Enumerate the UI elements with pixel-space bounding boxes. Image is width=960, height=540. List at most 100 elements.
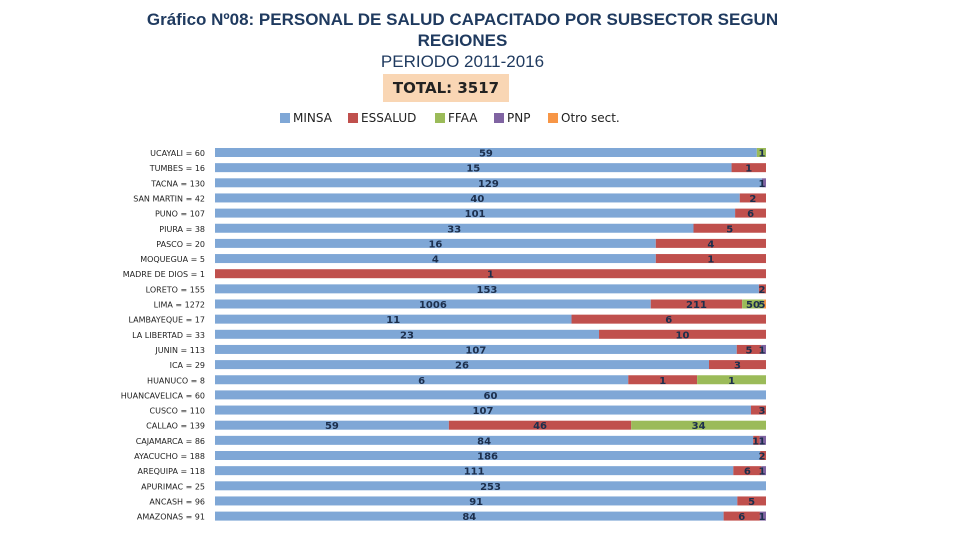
data-label-essalud: 2 (749, 194, 756, 205)
legend-label-minsa: MINSA (293, 111, 333, 125)
data-label-pnp: 1 (759, 179, 766, 190)
data-label-minsa: 91 (469, 497, 483, 508)
data-label-essalud: 5 (726, 224, 733, 235)
bar-segment-pnp (761, 178, 766, 188)
bar-segment-pnp (761, 344, 766, 354)
data-label-essalud: 2 (759, 285, 766, 296)
chart-title-line2: REGIONES (417, 31, 508, 50)
bar-segment-minsa (215, 299, 651, 309)
bar-segment-essalud (739, 193, 766, 203)
data-label-essalud: 6 (665, 315, 672, 326)
category-label: MADRE DE DIOS = 1 (123, 270, 205, 279)
bar-segment-essalud (760, 451, 766, 460)
data-label-pnp: 1 (759, 436, 766, 447)
category-label: PUNO = 107 (155, 210, 205, 219)
data-label-essalud: 10 (676, 330, 690, 341)
bar-segment-pnp (759, 435, 766, 445)
data-label-minsa: 101 (465, 209, 486, 220)
bar-segment-essalud (709, 360, 766, 370)
data-label-minsa: 107 (465, 345, 486, 356)
data-label-minsa: 59 (325, 421, 339, 432)
data-label-minsa: 1006 (419, 300, 447, 311)
bar-segment-ffaa (742, 299, 764, 309)
data-label-essalud: 6 (738, 512, 745, 523)
bar-segment-minsa (215, 511, 724, 521)
category-label: CALLAO = 139 (146, 422, 205, 431)
data-label-minsa: 26 (455, 361, 469, 372)
data-label-minsa: 84 (477, 436, 491, 447)
data-label-minsa: 84 (462, 512, 476, 523)
bar-segment-essalud (655, 238, 766, 248)
bar-segment-minsa (215, 238, 656, 248)
data-label-essalud: 3 (734, 361, 741, 372)
category-label: MOQUEGUA = 5 (140, 255, 205, 264)
category-label: CUSCO = 110 (150, 407, 205, 416)
bar-segment-ffaa (631, 420, 766, 430)
bar-segment-essalud (736, 344, 762, 354)
legend-swatch-ffaa (435, 113, 445, 123)
category-label: PIURA = 38 (159, 225, 205, 234)
data-label-minsa: 6 (418, 376, 425, 387)
data-label-minsa: 59 (479, 149, 493, 160)
data-label-minsa: 111 (464, 467, 485, 478)
bar-segment-minsa (215, 163, 732, 173)
bar-segment-minsa (215, 481, 766, 491)
bar-segment-minsa (215, 360, 709, 370)
data-label-minsa: 40 (470, 194, 484, 205)
data-label-minsa: 107 (473, 406, 494, 417)
bar-segment-minsa (215, 466, 734, 476)
bar-segment-essalud (737, 496, 766, 506)
data-label-minsa: 16 (428, 239, 442, 250)
data-label-minsa: 253 (480, 482, 501, 493)
data-label-otro-sect: 5 (759, 300, 766, 311)
bar-segment-minsa (215, 208, 736, 218)
category-label: LIMA = 1272 (154, 301, 205, 310)
bar-segment-minsa (215, 405, 751, 415)
data-label-ffaa: 34 (692, 421, 706, 432)
category-axis-labels: UCAYALI = 60 TUMBES = 16 TACNA = 130 SAN MA… (121, 149, 205, 522)
bar-segment-essalud (723, 511, 760, 521)
chart-subtitle-period: PERIODO 2011-2016 (380, 52, 545, 71)
bar-segment-pnp (761, 466, 766, 476)
data-label-essalud: 1 (659, 376, 666, 387)
data-label-pnp: 1 (759, 512, 766, 523)
category-label: CAJAMARCA = 86 (136, 437, 205, 446)
bar-segment-otro-sect (763, 299, 766, 309)
data-label-ffaa: 50 (746, 300, 760, 311)
data-label-essalud: 1 (752, 436, 759, 447)
bar-segment-essalud (733, 466, 762, 476)
legend-swatch-pnp (494, 113, 504, 123)
data-label-essalud: 1 (745, 164, 752, 175)
bar-segment-ffaa (756, 148, 766, 157)
category-label: ICA = 29 (170, 361, 205, 370)
bar-segment-minsa (215, 178, 762, 188)
data-label-minsa: 153 (477, 285, 498, 296)
bar-segment-minsa (215, 284, 759, 294)
bar-segment-essalud (448, 420, 632, 430)
legend-swatch-minsa (280, 113, 290, 123)
bar-segment-essalud (599, 329, 766, 339)
data-label-pnp: 1 (759, 345, 766, 356)
bar-segment-essalud (655, 254, 766, 264)
data-label-essalud: 2 (759, 452, 766, 463)
data-label-essalud: 211 (686, 300, 707, 311)
data-label-minsa: 15 (466, 164, 480, 175)
data-label-ffaa: 1 (759, 149, 766, 160)
data-label-essalud: 3 (759, 406, 766, 417)
data-label-minsa: 129 (478, 179, 499, 190)
chart-bars (215, 148, 766, 521)
category-label: APURIMAC = 25 (141, 482, 205, 491)
chart-legend: MINSA ESSALUD FFAA PNP Otro sect. (280, 111, 620, 125)
data-label-minsa: 186 (477, 452, 498, 463)
legend-label-essalud: ESSALUD (361, 111, 416, 125)
category-label: TUMBES = 16 (149, 164, 205, 173)
bar-segment-essalud (750, 405, 766, 415)
bar-segment-essalud (215, 269, 766, 279)
category-label: UCAYALI = 60 (150, 149, 205, 158)
bar-segment-essalud (731, 163, 766, 173)
bar-segment-essalud (650, 299, 743, 309)
legend-swatch-essalud (348, 113, 358, 123)
category-label: JUNIN = 113 (154, 346, 205, 355)
